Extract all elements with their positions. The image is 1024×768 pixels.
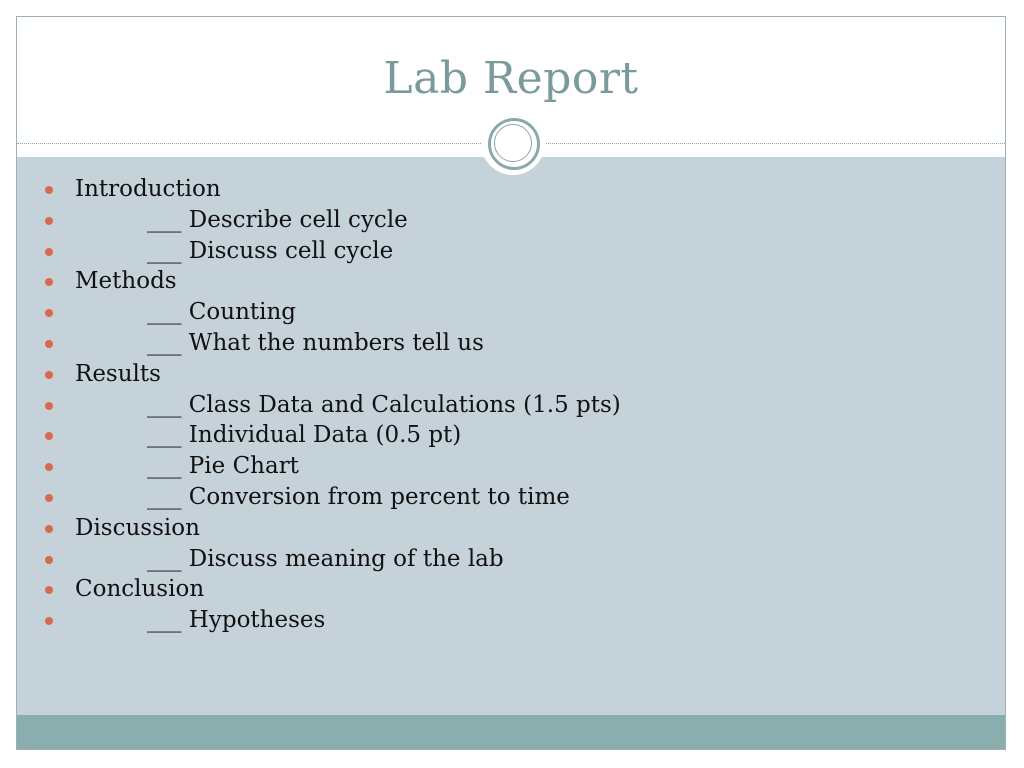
footer-band [17,715,1005,749]
bullet-icon [45,401,53,410]
bullet-text: ___ Discuss meaning of the lab [147,545,504,572]
bullet-text: ___ Individual Data (0.5 pt) [147,422,462,449]
list-item: Methods [17,266,1005,297]
bullet-text: ___ Hypotheses [147,607,326,634]
bullet-icon [45,432,53,441]
bullet-icon [45,186,53,194]
bullet-list: Introduction ___ Describe cell cycle ___… [17,174,1005,636]
bullet-icon [45,339,53,348]
bullet-icon [45,370,53,379]
list-item: ___ Counting [17,297,1005,328]
bullet-icon [45,247,53,256]
slide-title: Lab Report [383,53,639,104]
ornament-inner-ring [494,124,532,162]
bullet-icon [45,463,53,472]
bullet-text: Introduction [75,176,221,202]
list-item: ___ What the numbers tell us [17,328,1005,359]
bullet-text: ___ Pie Chart [147,453,299,480]
bullet-icon [45,555,53,564]
bullet-icon [45,586,53,595]
bullet-text: Discussion [75,514,200,541]
circle-ornament-icon [481,111,545,175]
bullet-text: ___ Describe cell cycle [147,206,408,233]
list-item: ___ Discuss meaning of the lab [17,544,1005,575]
list-item: Conclusion [17,574,1005,605]
list-item: ___ Conversion from percent to time [17,482,1005,513]
bullet-text: ___ Counting [147,299,297,326]
bullet-icon [45,617,53,626]
list-item: ___ Describe cell cycle [17,205,1005,236]
list-item: ___ Individual Data (0.5 pt) [17,420,1005,451]
list-item: ___ Pie Chart [17,451,1005,482]
bullet-text: Methods [75,268,177,295]
content-area [17,157,1005,716]
bullet-text: ___ Conversion from percent to time [147,483,570,510]
bullet-icon [45,524,53,533]
list-item: Discussion [17,513,1005,544]
bullet-icon [45,216,53,225]
bullet-text: Results [75,360,161,387]
bullet-icon [45,278,53,287]
list-item: ___ Discuss cell cycle [17,236,1005,267]
bullet-text: ___ Discuss cell cycle [147,237,394,264]
bullet-icon [45,493,53,502]
list-item: Results [17,359,1005,390]
ornament-ring [488,118,540,170]
bullet-text: ___ What the numbers tell us [147,329,484,356]
slide: Lab Report Introduction ___ Describe cel… [16,16,1006,750]
list-item: Introduction [17,174,1005,205]
bullet-text: ___ Class Data and Calculations (1.5 pts… [147,391,621,418]
list-item: ___ Hypotheses [17,605,1005,636]
bullet-icon [45,309,53,318]
list-item: ___ Class Data and Calculations (1.5 pts… [17,390,1005,421]
bullet-text: Conclusion [75,576,205,603]
